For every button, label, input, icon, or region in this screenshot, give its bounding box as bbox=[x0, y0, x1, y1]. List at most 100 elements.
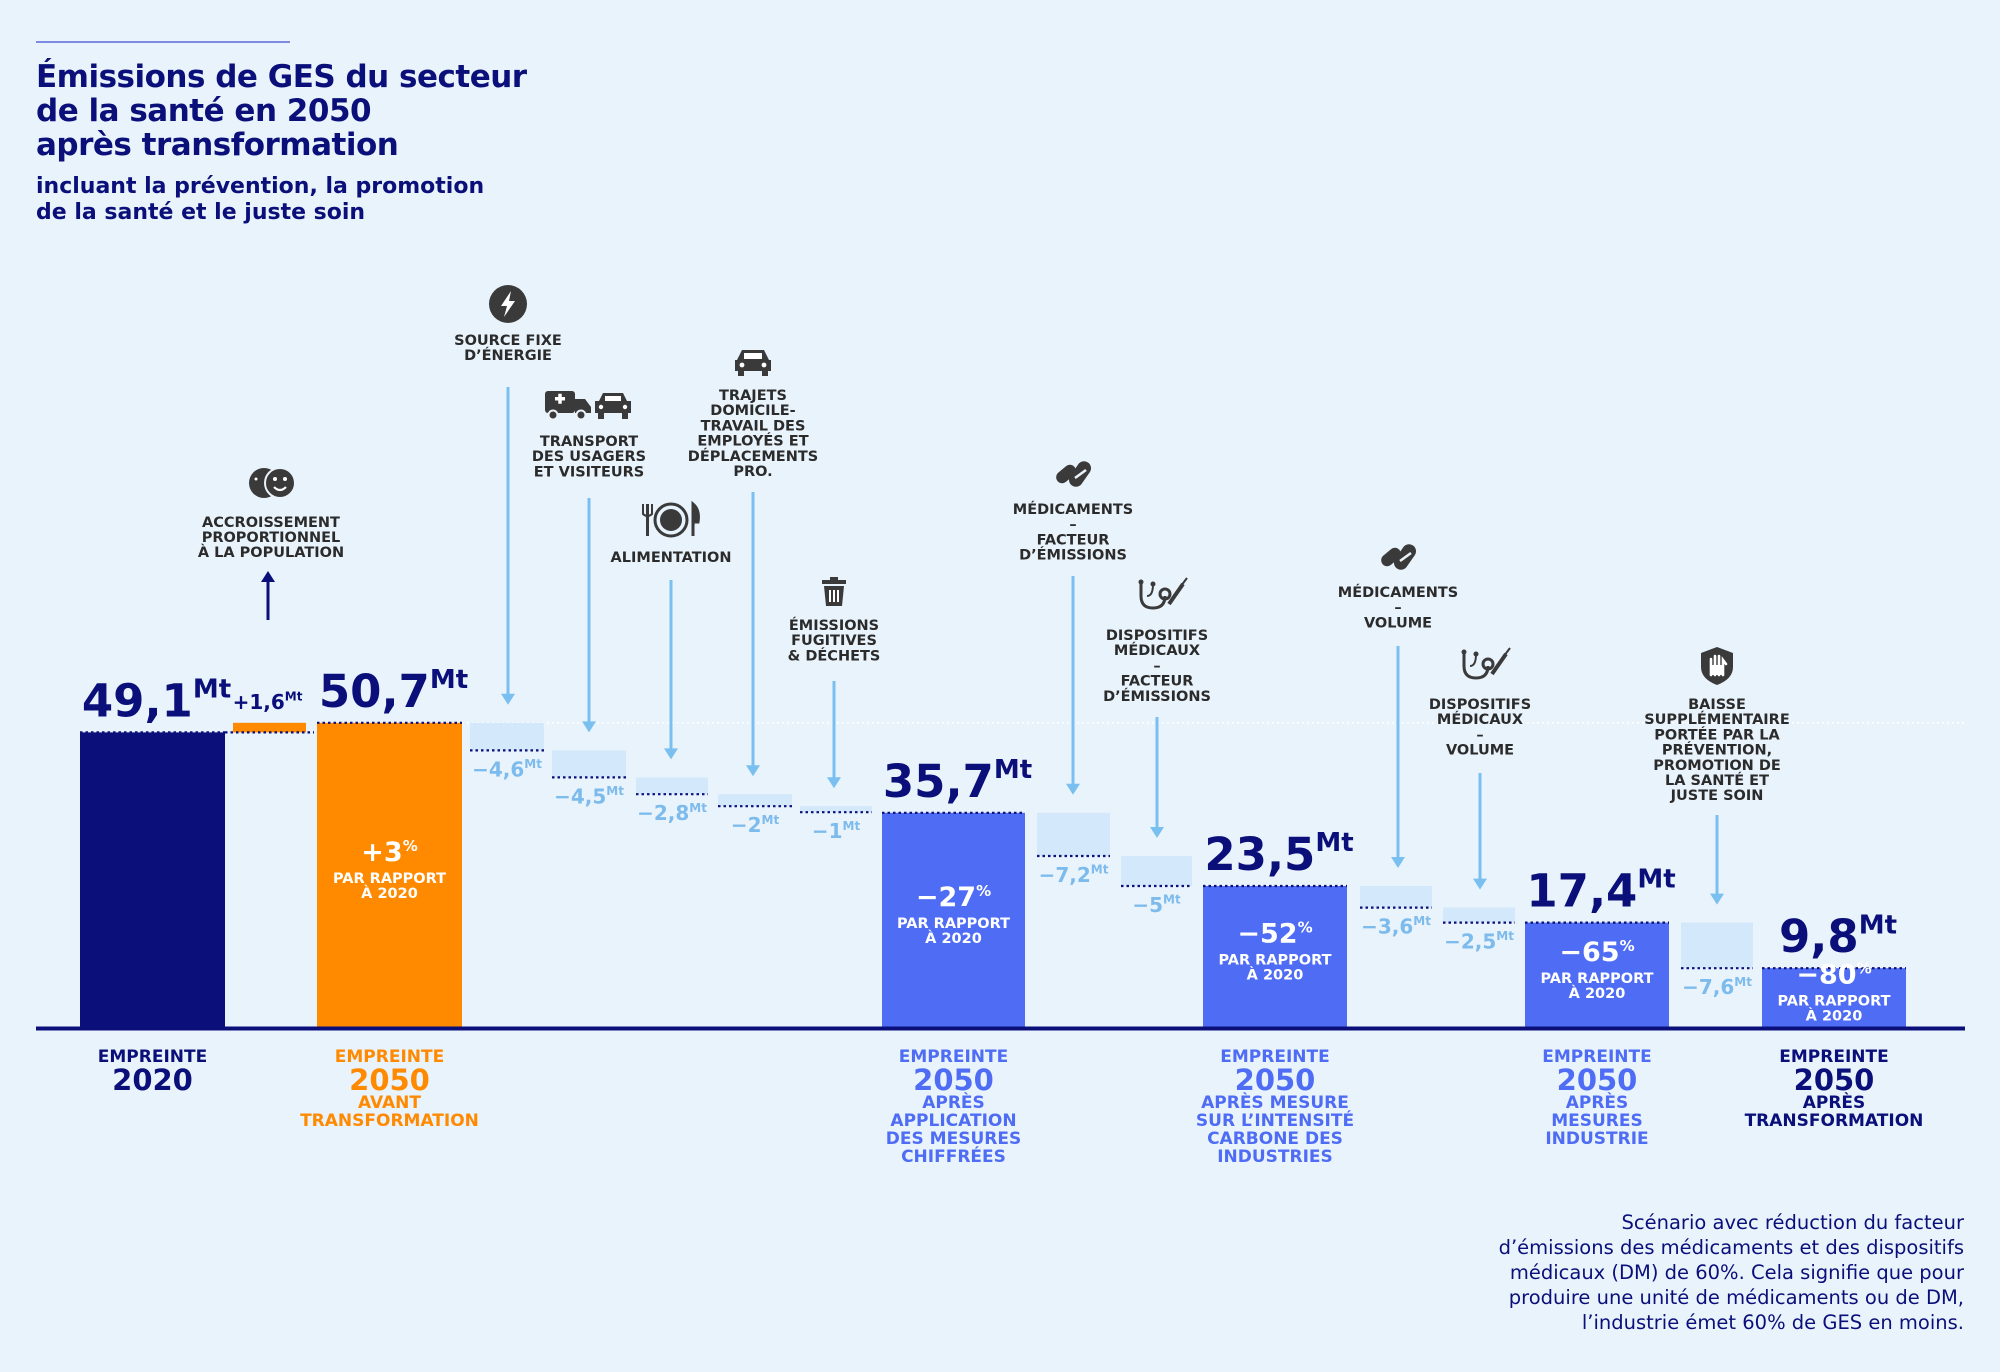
subtitle-line: incluant la prévention, la promotion bbox=[36, 174, 485, 199]
axis-label-t2050d: EMPREINTE bbox=[1542, 1047, 1651, 1067]
reduction-category-label-7: MÉDICAMENTS bbox=[1338, 584, 1458, 601]
reduction-category-label-5: MÉDICAMENTS bbox=[1013, 501, 1133, 518]
population-faces-icon bbox=[249, 467, 296, 499]
reduction-category-label-9: PROMOTION DE bbox=[1653, 758, 1781, 774]
bar-reduction-0 bbox=[470, 722, 544, 751]
axis-label-detail-t2050d: INDUSTRIE bbox=[1545, 1129, 1648, 1149]
bar-reduction-5 bbox=[1037, 812, 1110, 856]
reduction-arrow-5-head bbox=[1066, 783, 1080, 795]
axis-label-t2020: EMPREINTE bbox=[98, 1047, 207, 1067]
bar-t2050a bbox=[317, 722, 462, 1027]
reduction-category-label-3: TRAVAIL DES bbox=[701, 418, 806, 434]
title-line: après transformation bbox=[36, 127, 399, 163]
value-label-increase: +1,6Mt bbox=[233, 689, 303, 713]
subtitle-line: de la santé et le juste soin bbox=[36, 200, 366, 225]
axis-label-t2050e: EMPREINTE bbox=[1779, 1047, 1888, 1067]
reduction-category-label-6: DISPOSITIFS bbox=[1106, 628, 1208, 644]
pct-caption-t2050d: PAR RAPPORT bbox=[1540, 971, 1653, 987]
pct-caption-t2050b: PAR RAPPORT bbox=[897, 916, 1010, 932]
ambulance-car-icon bbox=[545, 391, 631, 421]
bar-increase bbox=[233, 722, 306, 733]
reduction-arrow-8-head bbox=[1473, 878, 1487, 890]
increase-category-label: À LA POPULATION bbox=[198, 544, 344, 561]
trash-icon bbox=[822, 577, 846, 606]
reduction-category-label-6: MÉDICAUX bbox=[1114, 642, 1200, 659]
bar-t2020 bbox=[80, 732, 225, 1027]
pct-caption-t2050b: À 2020 bbox=[925, 930, 982, 947]
note-line: produire une unité de médicaments ou de … bbox=[1508, 1286, 1964, 1309]
pct-caption-t2050e: À 2020 bbox=[1806, 1008, 1863, 1025]
bar-reduction-8 bbox=[1443, 907, 1515, 923]
reduction-category-label-5: – bbox=[1069, 517, 1076, 533]
scenario-note: Scénario avec réduction du facteur d’émi… bbox=[1404, 1210, 1964, 1335]
reduction-category-label-0: SOURCE FIXE bbox=[454, 333, 562, 349]
pills-icon bbox=[1381, 544, 1417, 570]
reduction-arrow-6-head bbox=[1150, 827, 1164, 838]
plate-cutlery-icon bbox=[642, 500, 700, 538]
reduction-category-label-9: JUSTE SOIN bbox=[1670, 788, 1764, 804]
bar-reduction-4 bbox=[800, 806, 872, 813]
reduction-category-label-3: TRAJETS bbox=[719, 388, 787, 404]
reduction-arrow-9-head bbox=[1710, 893, 1724, 905]
value-label-t2050c: 23,5Mt bbox=[1204, 828, 1353, 881]
pills-icon bbox=[1056, 461, 1092, 487]
reduction-category-label-6: FACTEUR bbox=[1121, 674, 1194, 690]
stethoscope-icon bbox=[1138, 577, 1188, 610]
axis-label-detail-t2050a: AVANT bbox=[358, 1093, 421, 1113]
pct-caption-t2050e: PAR RAPPORT bbox=[1777, 994, 1890, 1010]
bar-reduction-7 bbox=[1360, 886, 1432, 908]
shield-hand-icon bbox=[1701, 647, 1733, 685]
axis-label-t2050b: EMPREINTE bbox=[899, 1047, 1008, 1067]
axis-label-detail-t2050c: CARBONE DES bbox=[1207, 1129, 1343, 1149]
reduction-category-label-4: ÉMISSIONS bbox=[789, 617, 879, 634]
axis-label-detail-t2050b: DES MESURES bbox=[886, 1129, 1021, 1149]
bar-t2050d bbox=[1525, 922, 1669, 1027]
axis-label-detail-t2050c: INDUSTRIES bbox=[1217, 1147, 1333, 1167]
value-label-reduction-1: −4,5Mt bbox=[554, 784, 624, 808]
axis-label-detail-t2050d: MESURES bbox=[1551, 1111, 1643, 1131]
reduction-arrow-0-head bbox=[501, 693, 515, 705]
reduction-category-label-8: VOLUME bbox=[1446, 743, 1514, 759]
value-label-t2050b: 35,7Mt bbox=[883, 755, 1032, 808]
reduction-category-label-3: DOMICILE- bbox=[710, 403, 795, 419]
bar-reduction-3 bbox=[718, 794, 792, 807]
reduction-category-label-1: ET VISITEURS bbox=[534, 464, 644, 480]
value-label-reduction-4: −1Mt bbox=[812, 819, 861, 843]
pct-label-t2050e: −80% bbox=[1796, 960, 1871, 991]
axis-label-year-t2050a: 2050 bbox=[349, 1063, 430, 1097]
reduction-category-label-9: PRÉVENTION, bbox=[1662, 742, 1772, 759]
axis-label-detail-t2050a: TRANSFORMATION bbox=[300, 1111, 479, 1131]
reduction-category-label-6: – bbox=[1153, 658, 1160, 674]
page-title: Émissions de GES du secteur de la santé … bbox=[36, 60, 527, 162]
reduction-arrow-2-head bbox=[664, 748, 678, 760]
value-label-reduction-0: −4,6Mt bbox=[472, 757, 542, 781]
reduction-category-label-0: D’ÉNERGIE bbox=[464, 347, 552, 364]
note-line: d’émissions des médicaments et des dispo… bbox=[1498, 1236, 1964, 1259]
value-label-reduction-7: −3,6Mt bbox=[1361, 914, 1431, 938]
reduction-category-label-9: LA SANTÉ ET bbox=[1665, 772, 1769, 789]
value-label-t2050d: 17,4Mt bbox=[1526, 865, 1675, 918]
reduction-category-label-5: D’ÉMISSIONS bbox=[1019, 547, 1127, 564]
reduction-category-label-8: MÉDICAUX bbox=[1437, 711, 1523, 728]
reduction-category-label-9: SUPPLÉMENTAIRE bbox=[1644, 711, 1790, 728]
reduction-category-label-3: DÉPLACEMENTS bbox=[688, 448, 818, 465]
pct-caption-t2050a: PAR RAPPORT bbox=[333, 871, 446, 887]
axis-label-detail-t2050d: APRÈS bbox=[1566, 1091, 1629, 1113]
bar-t2050b bbox=[882, 812, 1025, 1027]
reduction-category-label-8: DISPOSITIFS bbox=[1429, 697, 1531, 713]
reduction-category-label-3: EMPLOYÉS ET bbox=[697, 433, 808, 450]
reduction-category-label-1: DES USAGERS bbox=[532, 449, 646, 465]
title-rule bbox=[36, 41, 290, 43]
axis-label-t2050c: EMPREINTE bbox=[1220, 1047, 1329, 1067]
bar-reduction-1 bbox=[552, 750, 626, 778]
value-label-reduction-8: −2,5Mt bbox=[1444, 929, 1514, 953]
reduction-category-label-1: TRANSPORT bbox=[540, 434, 638, 450]
axis-label-detail-t2050c: SUR L’INTENSITÉ bbox=[1196, 1109, 1354, 1131]
reduction-category-label-3: PRO. bbox=[733, 464, 772, 480]
reduction-category-label-2: ALIMENTATION bbox=[611, 550, 732, 566]
reduction-category-label-7: – bbox=[1394, 600, 1401, 616]
note-line: médicaux (DM) de 60%. Cela signifie que … bbox=[1509, 1261, 1964, 1284]
reduction-category-label-6: D’ÉMISSIONS bbox=[1103, 688, 1211, 705]
axis-label-detail-t2050b: CHIFFRÉES bbox=[901, 1145, 1006, 1167]
axis-label-detail-t2050c: APRÈS MESURE bbox=[1201, 1091, 1349, 1113]
